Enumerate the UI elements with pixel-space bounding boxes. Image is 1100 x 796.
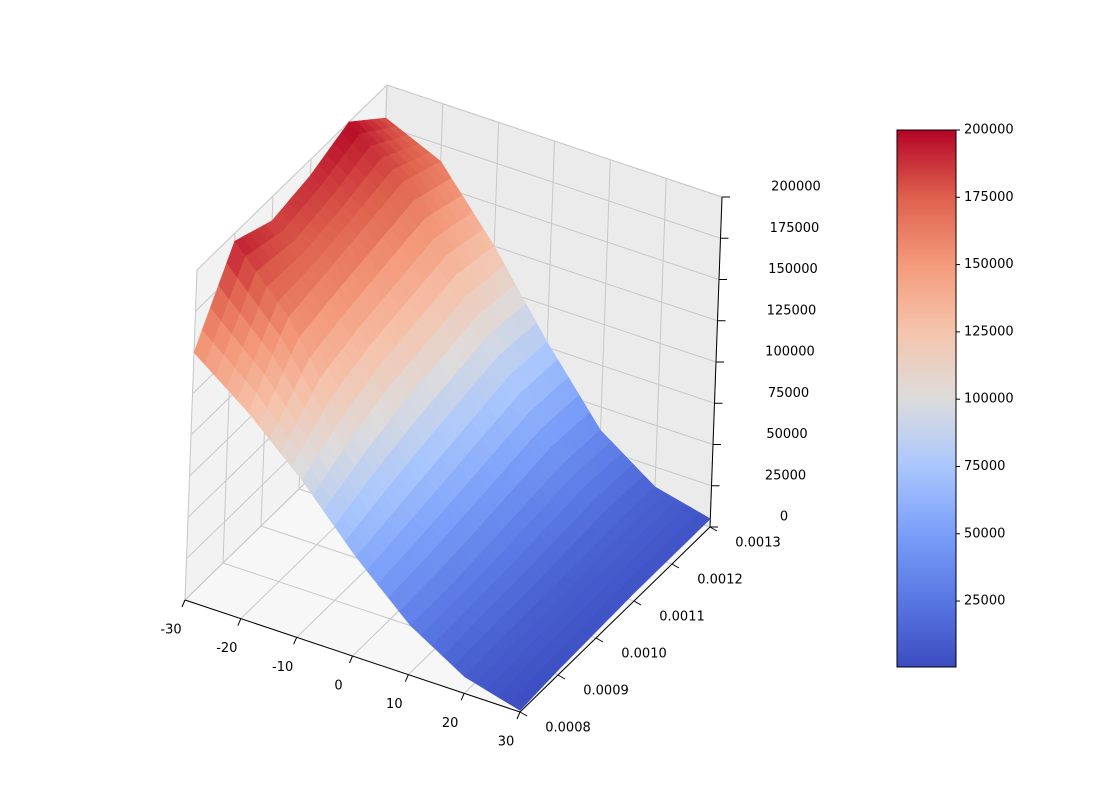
z-tick-label: 50000 bbox=[766, 427, 807, 442]
z-tick-label: 0 bbox=[780, 510, 788, 525]
colorbar-tick-label: 25000 bbox=[964, 594, 1005, 609]
x-tick bbox=[516, 711, 521, 720]
z-tick-label: 200000 bbox=[771, 180, 821, 195]
x-tick-label: 10 bbox=[386, 697, 403, 712]
z-tick-label: 175000 bbox=[770, 221, 820, 236]
colorbar-tick-label: 200000 bbox=[964, 123, 1014, 138]
y-tick bbox=[519, 711, 528, 717]
colorbar-tick-label: 175000 bbox=[964, 190, 1014, 205]
x-tick-label: -20 bbox=[216, 641, 237, 656]
y-tick bbox=[671, 563, 680, 569]
y-tick-label: 0.0008 bbox=[545, 721, 591, 736]
x-tick bbox=[237, 618, 242, 626]
colorbar-tick-label: 150000 bbox=[964, 257, 1014, 272]
x-tick bbox=[460, 693, 465, 701]
z-tick-label: 100000 bbox=[765, 345, 815, 360]
grid-line bbox=[386, 84, 723, 198]
colorbar-tick-label: 100000 bbox=[964, 392, 1014, 407]
z-tick-label: 125000 bbox=[767, 303, 817, 318]
z-tick-label: 25000 bbox=[765, 468, 806, 483]
x-tick bbox=[404, 674, 409, 682]
colorbar-tick-label: 50000 bbox=[964, 526, 1005, 541]
x-tick-label: -30 bbox=[160, 623, 181, 638]
x-tick bbox=[181, 599, 186, 608]
grid-line bbox=[385, 125, 721, 239]
y-tick-label: 0.0011 bbox=[659, 610, 705, 625]
y-tick bbox=[633, 600, 642, 606]
z-tick-label: 75000 bbox=[768, 386, 809, 401]
colorbar bbox=[896, 129, 957, 668]
y-tick-label: 0.0010 bbox=[621, 647, 667, 662]
y-tick bbox=[709, 526, 718, 532]
y-tick-label: 0.0012 bbox=[697, 573, 743, 588]
y-tick-label: 0.0013 bbox=[735, 536, 781, 551]
y-tick bbox=[557, 674, 566, 680]
z-tick-label: 150000 bbox=[768, 262, 818, 277]
x-tick-label: 30 bbox=[498, 735, 515, 750]
y-axis-line bbox=[519, 526, 711, 713]
grid-line bbox=[196, 84, 388, 271]
x-tick-label: 0 bbox=[334, 679, 342, 694]
x-tick bbox=[349, 655, 353, 664]
y-tick bbox=[595, 637, 604, 643]
colorbar-tick-label: 125000 bbox=[964, 324, 1014, 339]
x-tick-label: 20 bbox=[442, 716, 459, 731]
surface-patch bbox=[508, 695, 529, 711]
x-tick bbox=[293, 637, 298, 645]
colorbar-tick-label: 75000 bbox=[964, 459, 1005, 474]
x-tick-label: -10 bbox=[272, 660, 293, 675]
y-tick-label: 0.0009 bbox=[583, 684, 629, 699]
